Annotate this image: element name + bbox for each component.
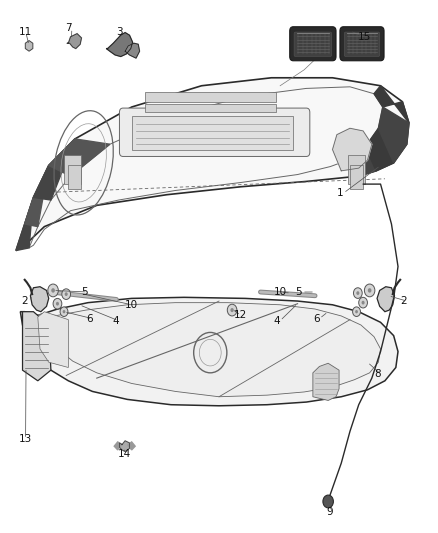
Circle shape <box>60 307 68 317</box>
FancyBboxPatch shape <box>120 108 310 157</box>
Text: 5: 5 <box>295 287 302 297</box>
Text: 2: 2 <box>400 296 407 306</box>
Circle shape <box>353 307 360 317</box>
Polygon shape <box>348 147 376 176</box>
Polygon shape <box>33 303 381 397</box>
Bar <box>350 165 363 189</box>
Circle shape <box>361 301 364 304</box>
Circle shape <box>230 308 234 312</box>
Polygon shape <box>114 442 122 450</box>
Circle shape <box>355 310 358 313</box>
Text: 8: 8 <box>374 369 381 379</box>
Polygon shape <box>106 33 133 56</box>
FancyBboxPatch shape <box>340 27 384 61</box>
Circle shape <box>364 284 375 297</box>
Polygon shape <box>365 128 394 171</box>
FancyBboxPatch shape <box>290 27 336 61</box>
Text: 10: 10 <box>274 287 287 297</box>
Text: 6: 6 <box>313 313 319 324</box>
Text: 11: 11 <box>19 27 32 37</box>
Text: 9: 9 <box>326 507 332 517</box>
Circle shape <box>368 288 371 293</box>
Circle shape <box>48 284 58 297</box>
Polygon shape <box>378 107 409 163</box>
Text: 13: 13 <box>19 434 32 445</box>
Polygon shape <box>49 139 110 176</box>
Circle shape <box>62 289 71 300</box>
Text: 10: 10 <box>125 300 138 310</box>
FancyBboxPatch shape <box>145 104 276 112</box>
Text: 5: 5 <box>81 287 88 297</box>
Bar <box>68 165 81 189</box>
Polygon shape <box>16 78 409 251</box>
Polygon shape <box>25 165 49 227</box>
Polygon shape <box>125 43 140 58</box>
Circle shape <box>227 304 237 316</box>
Polygon shape <box>120 441 130 451</box>
Text: 7: 7 <box>65 23 72 34</box>
Polygon shape <box>38 312 68 368</box>
Text: 6: 6 <box>86 313 92 324</box>
FancyBboxPatch shape <box>132 116 293 150</box>
Polygon shape <box>374 86 409 123</box>
Polygon shape <box>313 364 339 400</box>
Circle shape <box>65 292 68 296</box>
Polygon shape <box>33 139 75 200</box>
Circle shape <box>323 495 333 508</box>
Text: 4: 4 <box>112 316 119 326</box>
Polygon shape <box>30 287 49 312</box>
FancyBboxPatch shape <box>294 32 332 56</box>
FancyBboxPatch shape <box>344 32 380 56</box>
Circle shape <box>63 310 65 313</box>
FancyBboxPatch shape <box>145 92 276 102</box>
Circle shape <box>53 298 62 309</box>
Circle shape <box>359 297 367 308</box>
Polygon shape <box>22 312 51 381</box>
Circle shape <box>56 302 59 305</box>
Polygon shape <box>332 128 372 171</box>
Bar <box>348 155 365 184</box>
Polygon shape <box>377 287 395 312</box>
Polygon shape <box>16 197 33 251</box>
Circle shape <box>51 288 55 293</box>
Circle shape <box>357 291 359 295</box>
Bar <box>64 155 81 184</box>
Text: 14: 14 <box>118 449 131 458</box>
Text: 3: 3 <box>117 27 123 37</box>
Text: 15: 15 <box>358 32 371 42</box>
Text: 2: 2 <box>21 296 28 306</box>
Polygon shape <box>67 34 81 49</box>
Polygon shape <box>128 442 135 450</box>
Text: 1: 1 <box>337 188 343 198</box>
Polygon shape <box>20 297 398 406</box>
Circle shape <box>353 288 362 298</box>
Text: 4: 4 <box>274 316 280 326</box>
Text: 12: 12 <box>234 310 247 320</box>
